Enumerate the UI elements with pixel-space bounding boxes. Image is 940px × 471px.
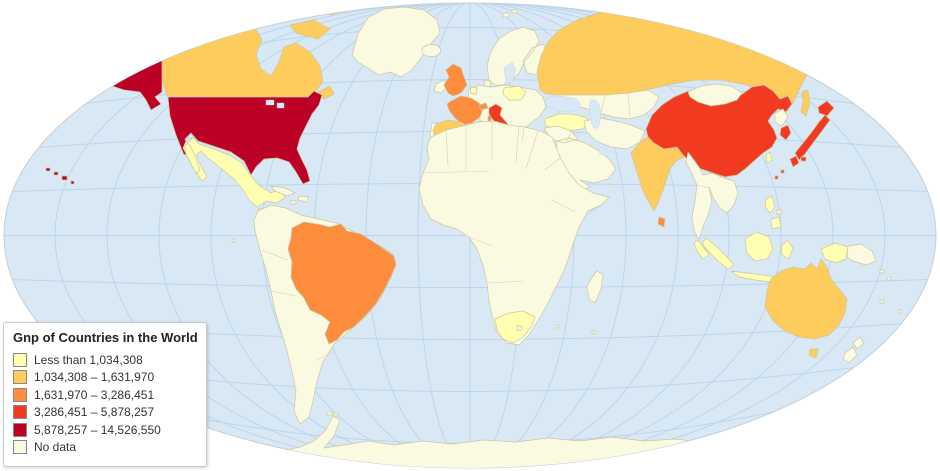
country-madagascar[interactable] [586, 270, 604, 304]
country-brazil[interactable] [287, 221, 397, 345]
country-mongolia[interactable] [687, 83, 743, 107]
small-islands[interactable] [231, 238, 902, 335]
legend-label: Less than 1,034,308 [34, 352, 143, 367]
country-uk[interactable] [443, 63, 468, 97]
country-philippines[interactable] [764, 195, 782, 230]
legend-swatch [13, 352, 27, 367]
country-ireland[interactable] [433, 79, 448, 94]
country-switzerland[interactable] [478, 102, 489, 111]
region-africa[interactable] [418, 120, 610, 346]
country-png[interactable] [846, 243, 892, 281]
internal-borders [261, 92, 710, 361]
legend-label: No data [34, 440, 77, 455]
legend-item: No data [13, 439, 198, 457]
legend-items: Less than 1,034,308 1,034,308 – 1,631,97… [13, 351, 198, 456]
country-poland[interactable] [502, 85, 527, 101]
country-lesotho[interactable] [516, 325, 523, 331]
legend-swatch [13, 440, 27, 455]
country-netherlands[interactable] [469, 86, 478, 95]
legend-label: 5,878,257 – 14,526,550 [34, 422, 161, 437]
country-north-korea[interactable] [774, 108, 789, 127]
legend-label: 1,631,970 – 3,286,451 [34, 387, 155, 402]
inland-seas [265, 61, 613, 156]
legend-panel: Gnp of Countries in the World Less than … [3, 322, 207, 467]
country-japan[interactable] [774, 100, 835, 180]
countries-layer [4, 3, 902, 468]
legend-swatch [13, 422, 27, 437]
legend-label: 1,034,308 – 1,631,970 [34, 370, 155, 385]
legend-label: 3,286,451 – 5,878,257 [34, 405, 155, 420]
legend-item: Less than 1,034,308 [13, 351, 198, 369]
country-sri-lanka[interactable] [657, 216, 666, 228]
legend-swatch [13, 387, 27, 402]
legend-item: 1,631,970 – 3,286,451 [13, 386, 198, 404]
legend-title: Gnp of Countries in the World [13, 330, 198, 345]
legend-item: 1,034,308 – 1,631,970 [13, 369, 198, 387]
country-taiwan[interactable] [765, 151, 773, 164]
country-australia[interactable] [764, 258, 848, 359]
country-new-zealand[interactable] [842, 336, 865, 364]
country-iceland[interactable] [421, 44, 441, 57]
country-south-africa[interactable] [494, 310, 536, 344]
legend-swatch [13, 370, 27, 385]
country-mexico[interactable] [182, 136, 286, 208]
region-se-asia[interactable] [685, 151, 739, 240]
legend-swatch [13, 405, 27, 420]
country-south-korea[interactable] [779, 124, 792, 141]
region-caribbean[interactable] [270, 185, 310, 205]
legend-item: 3,286,451 – 5,878,257 [13, 404, 198, 422]
country-usa-hawaii[interactable] [45, 167, 75, 185]
country-malaysia[interactable] [693, 239, 710, 260]
legend-item: 5,878,257 – 14,526,550 [13, 421, 198, 439]
